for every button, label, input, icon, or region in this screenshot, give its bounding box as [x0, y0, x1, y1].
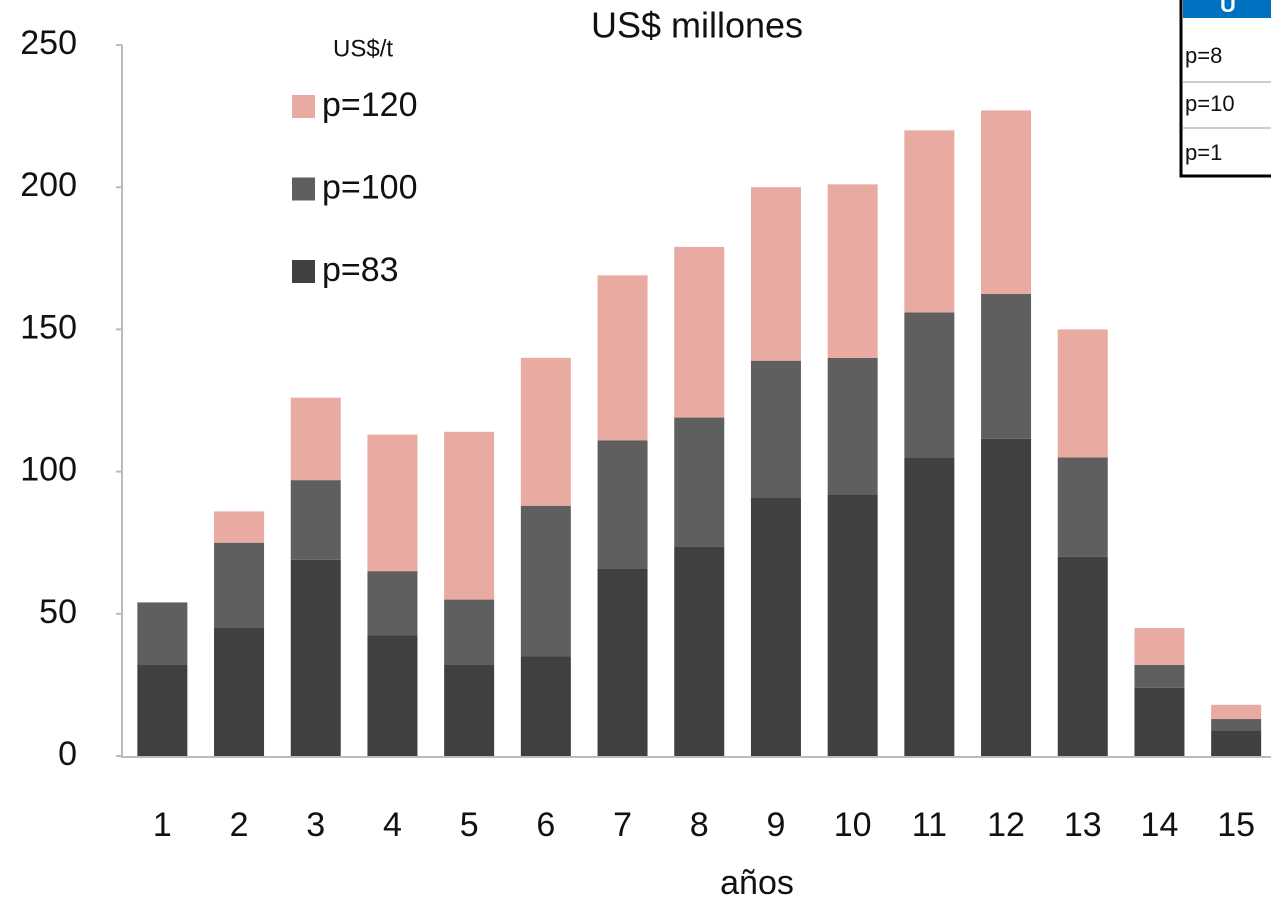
bar-segment [827, 357, 878, 495]
bar-segment [597, 440, 648, 569]
bar-segment [827, 494, 878, 756]
bar-segment [214, 511, 265, 543]
inset-table: U p=8 p=10 p=1 [1179, 0, 1271, 178]
table-row: p=1 [1185, 140, 1222, 165]
bar-segment [674, 417, 725, 547]
bar-segment [290, 397, 341, 481]
bar-segment [1057, 556, 1108, 756]
x-tick-label: 9 [766, 806, 785, 844]
bar-segment [367, 635, 418, 756]
legend-swatch [292, 177, 315, 201]
bar-segment [290, 480, 341, 560]
legend-swatch [292, 95, 315, 118]
x-tick-label: 12 [987, 806, 1025, 844]
legend-swatch [292, 260, 315, 283]
bar-segment [444, 599, 495, 665]
bar-segment [1134, 628, 1185, 665]
x-tick-label: 10 [834, 806, 872, 844]
bar-segment [750, 497, 801, 756]
bar-segment [137, 664, 188, 756]
table-row: p=8 [1185, 43, 1222, 68]
x-tick-label: 1 [153, 806, 172, 844]
bar-segment [1134, 664, 1185, 688]
x-tick-label: 5 [460, 806, 479, 844]
bar-segment [214, 542, 265, 629]
table-border [1179, 0, 1271, 178]
bar-segment [750, 187, 801, 361]
bar-segment [444, 431, 495, 600]
bar-segment [137, 602, 188, 665]
bar-segment [674, 546, 725, 756]
legend-label: p=120 [322, 86, 418, 124]
bar-segment [520, 505, 571, 657]
y-tick-label: 200 [20, 166, 77, 204]
x-tick-label: 11 [912, 806, 947, 844]
bar-segment [1211, 704, 1262, 720]
bar-segment [367, 571, 418, 636]
bar-segment [367, 434, 418, 572]
bar-segment [904, 130, 955, 313]
y-tick-label: 150 [20, 308, 77, 346]
bar-segment [1057, 457, 1108, 557]
bar-segment [444, 664, 495, 756]
bar-segment [290, 559, 341, 756]
table-row: p=10 [1185, 91, 1235, 116]
bar-segment [520, 656, 571, 756]
bar-segment [904, 312, 955, 458]
x-tick-label: 3 [306, 806, 325, 844]
chart-title: US$ millones [591, 5, 803, 46]
table-header: U [1220, 0, 1236, 17]
y-tick-label: 50 [39, 593, 77, 631]
x-tick-label: 13 [1064, 806, 1102, 844]
x-tick-label: 2 [230, 806, 249, 844]
bar-segment [520, 357, 571, 506]
bar-segment [1134, 687, 1185, 756]
y-tick-label: 0 [58, 735, 77, 773]
bar-segment [904, 457, 955, 756]
bar-segment [981, 110, 1032, 294]
bar-segment [750, 360, 801, 498]
x-tick-label: 8 [690, 806, 709, 844]
y-tick-label: 100 [20, 451, 77, 489]
x-tick-label: 6 [536, 806, 555, 844]
x-axis-label: años [720, 864, 794, 902]
bar-segment [1211, 719, 1262, 731]
bar-segment [214, 628, 265, 756]
bar-segment [674, 246, 725, 418]
table-header-bg [1183, 0, 1271, 18]
x-tick-label: 15 [1217, 806, 1255, 844]
bar-segment [827, 184, 878, 358]
x-tick-label: 14 [1141, 806, 1179, 844]
bar-segment [981, 293, 1032, 439]
y-tick-label: 250 [20, 24, 77, 62]
legend-label: p=100 [322, 168, 418, 206]
bar-segment [597, 275, 648, 441]
x-tick-label: 4 [383, 806, 402, 844]
bar-segment [1057, 329, 1108, 458]
legend-label: p=83 [322, 251, 399, 289]
legend-title: US$/t [333, 35, 393, 62]
bar-segment [981, 438, 1032, 756]
bar-segment [1211, 730, 1262, 756]
x-tick-label: 7 [613, 806, 632, 844]
bar-segment [597, 568, 648, 756]
